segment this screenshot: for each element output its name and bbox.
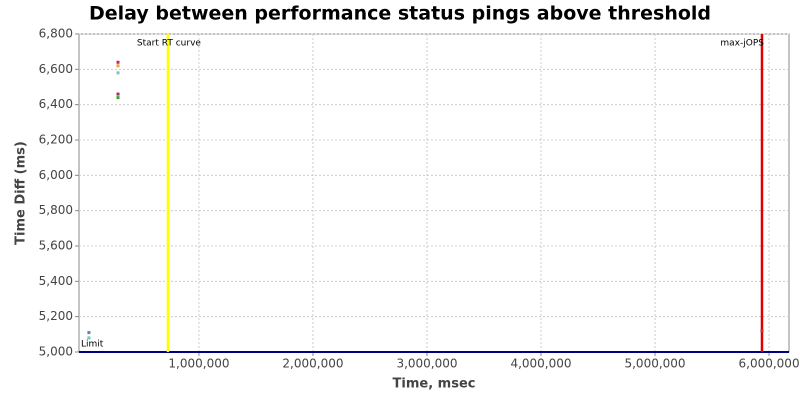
- y-tick-label: 6,200: [39, 133, 73, 147]
- y-tick-label: 5,200: [39, 309, 73, 323]
- y-tick-label: 6,800: [39, 27, 73, 41]
- marker-label: max-jOPS: [720, 39, 764, 49]
- x-axis-label: Time, msec: [393, 377, 476, 392]
- y-tick-label: 6,600: [39, 62, 73, 76]
- data-point: [87, 331, 91, 335]
- y-tick-label: 5,800: [39, 203, 73, 217]
- x-tick-label: 2,000,000: [282, 357, 343, 371]
- x-tick-label: 1,000,000: [168, 357, 229, 371]
- data-point: [760, 329, 764, 333]
- x-tick-label: 5,000,000: [624, 357, 685, 371]
- x-tick-label: 3,000,000: [396, 357, 457, 371]
- threshold-label: Limit: [81, 340, 104, 350]
- y-tick-label: 5,000: [39, 345, 73, 359]
- plot-area: [78, 33, 790, 353]
- y-axis-label: Time Diff (ms): [14, 141, 29, 245]
- data-point: [116, 64, 120, 68]
- marker-label: Start RT curve: [137, 39, 201, 49]
- y-tick-label: 6,400: [39, 97, 73, 111]
- data-point: [116, 96, 120, 100]
- x-tick-label: 6,000,000: [739, 357, 800, 371]
- y-tick-label: 6,000: [39, 168, 73, 182]
- data-point: [87, 336, 91, 340]
- y-tick-label: 5,600: [39, 239, 73, 253]
- data-point: [116, 92, 120, 96]
- x-tick-label: 4,000,000: [510, 357, 571, 371]
- chart-title: Delay between performance status pings a…: [89, 3, 711, 25]
- data-point: [116, 60, 120, 64]
- y-tick-label: 5,400: [39, 274, 73, 288]
- data-point: [116, 71, 120, 75]
